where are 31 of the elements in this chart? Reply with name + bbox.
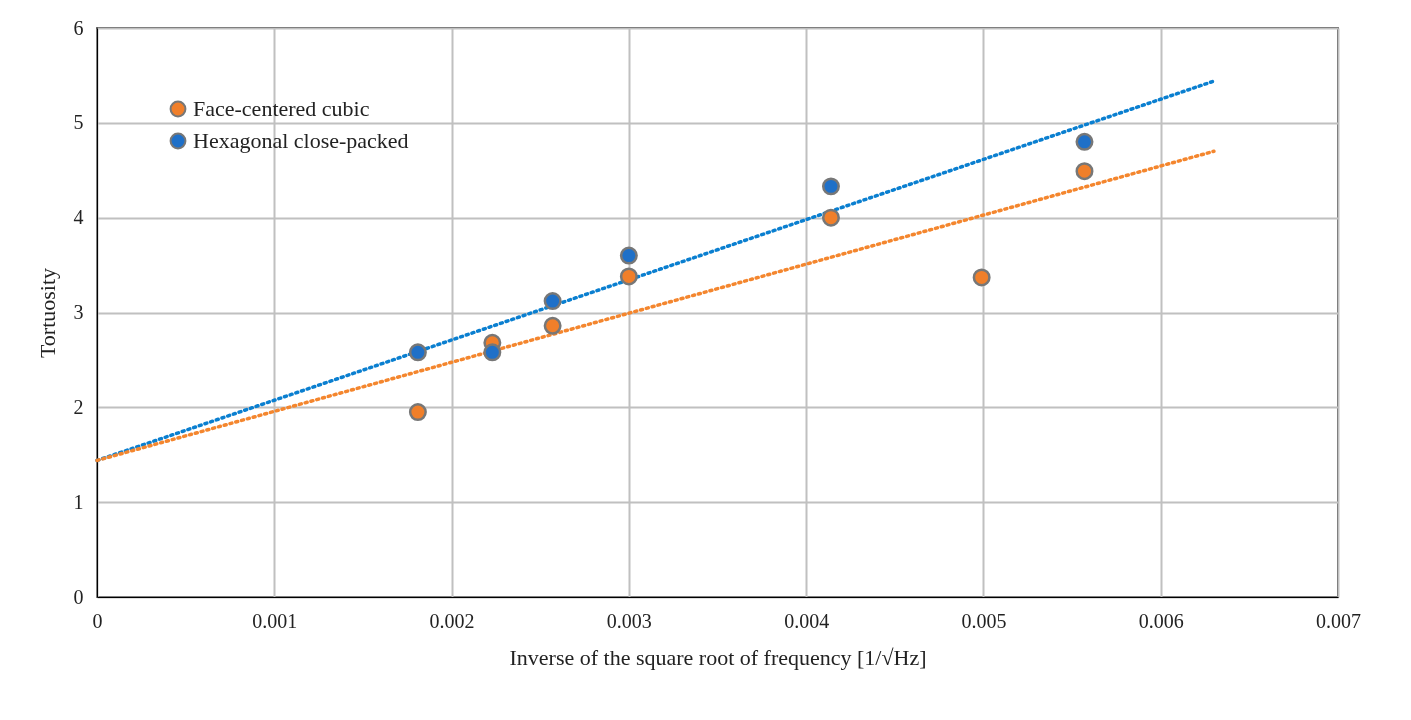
point [483, 343, 502, 362]
point [1075, 162, 1094, 181]
x-axis-title: Inverse of the square root of frequency [1/√Hz] [509, 644, 927, 670]
x-tick-label: 0.003 [606, 609, 652, 632]
x-tick-label: 0.006 [1138, 609, 1184, 632]
point [821, 208, 840, 227]
point [408, 343, 427, 362]
y-tick-label: 3 [73, 301, 84, 323]
legend-label: Face-centered cubic [193, 96, 370, 121]
x-tick-label: 0 [92, 609, 103, 632]
point [1075, 132, 1094, 151]
legend-label: Hexagonal close-packed [193, 128, 409, 153]
point [972, 268, 991, 287]
x-tick-label: 0.004 [784, 609, 830, 632]
x-tick-label: 0.005 [961, 609, 1007, 632]
y-tick-label: 0 [73, 585, 84, 608]
y-axis-title: Tortuosity [34, 267, 60, 359]
x-tick-label: 0.001 [252, 609, 298, 632]
y-tick-label: 2 [73, 395, 84, 418]
point [619, 267, 638, 286]
point [408, 403, 427, 422]
x-tick-label: 0.002 [429, 609, 475, 632]
point [821, 177, 840, 196]
y-tick-label: 5 [73, 111, 84, 134]
point [543, 292, 562, 311]
point [543, 316, 562, 335]
y-tick-label: 6 [73, 16, 84, 39]
x-tick-label: 0.007 [1316, 609, 1361, 632]
y-tick-label: 1 [73, 490, 84, 513]
point [619, 246, 638, 265]
y-tick-label: 4 [73, 206, 84, 229]
